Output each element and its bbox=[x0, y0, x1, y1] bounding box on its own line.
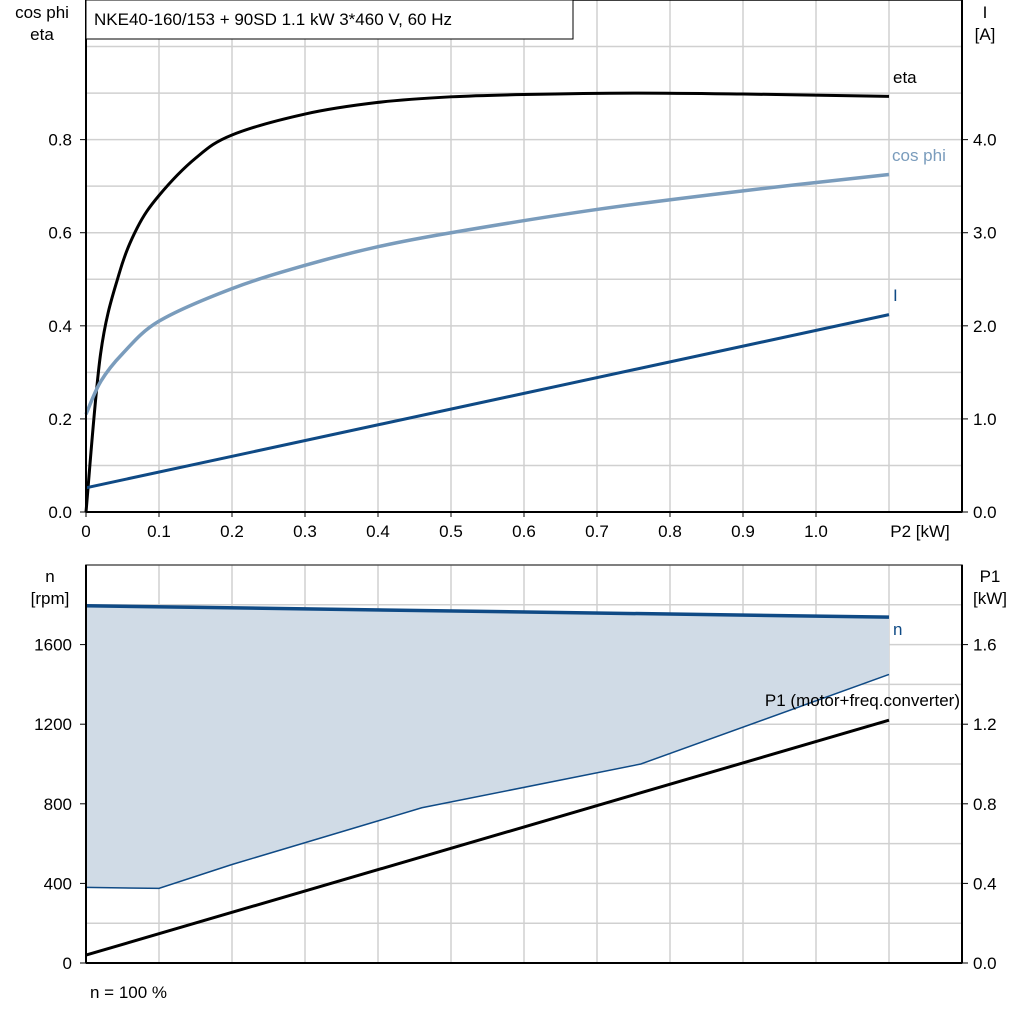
y-tick-label-left: 0 bbox=[63, 954, 72, 973]
label-current: I bbox=[893, 286, 898, 305]
cosphi-line bbox=[84, 172, 890, 415]
p1-line bbox=[85, 718, 890, 957]
y-tick-label-right: 0.0 bbox=[973, 503, 997, 522]
y-tick-label-right: 2.0 bbox=[973, 317, 997, 336]
title-box bbox=[85, 0, 574, 40]
y-tick-label-right: 1.0 bbox=[973, 410, 997, 429]
chart-title: NKE40-160/153 + 90SD 1.1 kW 3*460 V, 60 … bbox=[94, 10, 452, 29]
x-tick-label: 0.1 bbox=[147, 522, 171, 541]
label-p1: P1 (motor+freq.converter) bbox=[765, 691, 960, 710]
top-grid bbox=[86, 0, 962, 512]
label-eta: eta bbox=[893, 68, 917, 87]
current-line bbox=[85, 313, 890, 490]
y-label-eta: eta bbox=[30, 25, 54, 44]
label-n: n bbox=[893, 620, 902, 639]
x-tick-label: 0.5 bbox=[439, 522, 463, 541]
y-tick-label-left: 0.0 bbox=[48, 503, 72, 522]
x-tick-label: 0.3 bbox=[293, 522, 317, 541]
eta-line bbox=[84, 91, 890, 513]
x-tick-label: 0.2 bbox=[220, 522, 244, 541]
y-tick-label-right: 1.2 bbox=[973, 715, 997, 734]
y-tick-label-right: 0.0 bbox=[973, 954, 997, 973]
y-tick-label-left: 800 bbox=[44, 795, 72, 814]
y-tick-label-right: 1.6 bbox=[973, 636, 997, 655]
speed-range-area bbox=[86, 605, 889, 889]
y-tick-label-right: 0.4 bbox=[973, 874, 997, 893]
y-tick-label-left: 400 bbox=[44, 874, 72, 893]
y-tick-label-left: 0.8 bbox=[48, 131, 72, 150]
min-speed-line bbox=[85, 673, 890, 890]
y-tick-label-right: 0.8 bbox=[973, 795, 997, 814]
footer-note: n = 100 % bbox=[90, 983, 167, 1002]
y-label-n-unit: [rpm] bbox=[31, 589, 70, 608]
x-tick-label: 0.9 bbox=[731, 522, 755, 541]
y-tick-label-left: 1200 bbox=[34, 715, 72, 734]
y-tick-label-left: 0.2 bbox=[48, 410, 72, 429]
x-tick-label: 0.7 bbox=[585, 522, 609, 541]
speed-line bbox=[85, 604, 890, 619]
y-label-current: I bbox=[983, 3, 988, 22]
y-tick-label-left: 0.6 bbox=[48, 224, 72, 243]
y-label-n: n bbox=[45, 567, 54, 586]
label-cosphi: cos phi bbox=[892, 146, 946, 165]
x-label: P2 [kW] bbox=[890, 522, 950, 541]
x-tick-label: 1.0 bbox=[804, 522, 828, 541]
y-label-current-unit: [A] bbox=[975, 25, 996, 44]
y-label-cosphi: cos phi bbox=[15, 3, 69, 22]
x-tick-label: 0 bbox=[81, 522, 90, 541]
y-tick-label-left: 1600 bbox=[34, 636, 72, 655]
y-tick-label-right: 3.0 bbox=[973, 224, 997, 243]
y-tick-label-right: 4.0 bbox=[973, 131, 997, 150]
x-tick-label: 0.4 bbox=[366, 522, 390, 541]
x-tick-label: 0.8 bbox=[658, 522, 682, 541]
x-tick-label: 0.6 bbox=[512, 522, 536, 541]
y-label-p1-unit: [kW] bbox=[973, 589, 1007, 608]
y-label-p1: P1 bbox=[980, 567, 1001, 586]
y-tick-label-left: 0.4 bbox=[48, 317, 72, 336]
